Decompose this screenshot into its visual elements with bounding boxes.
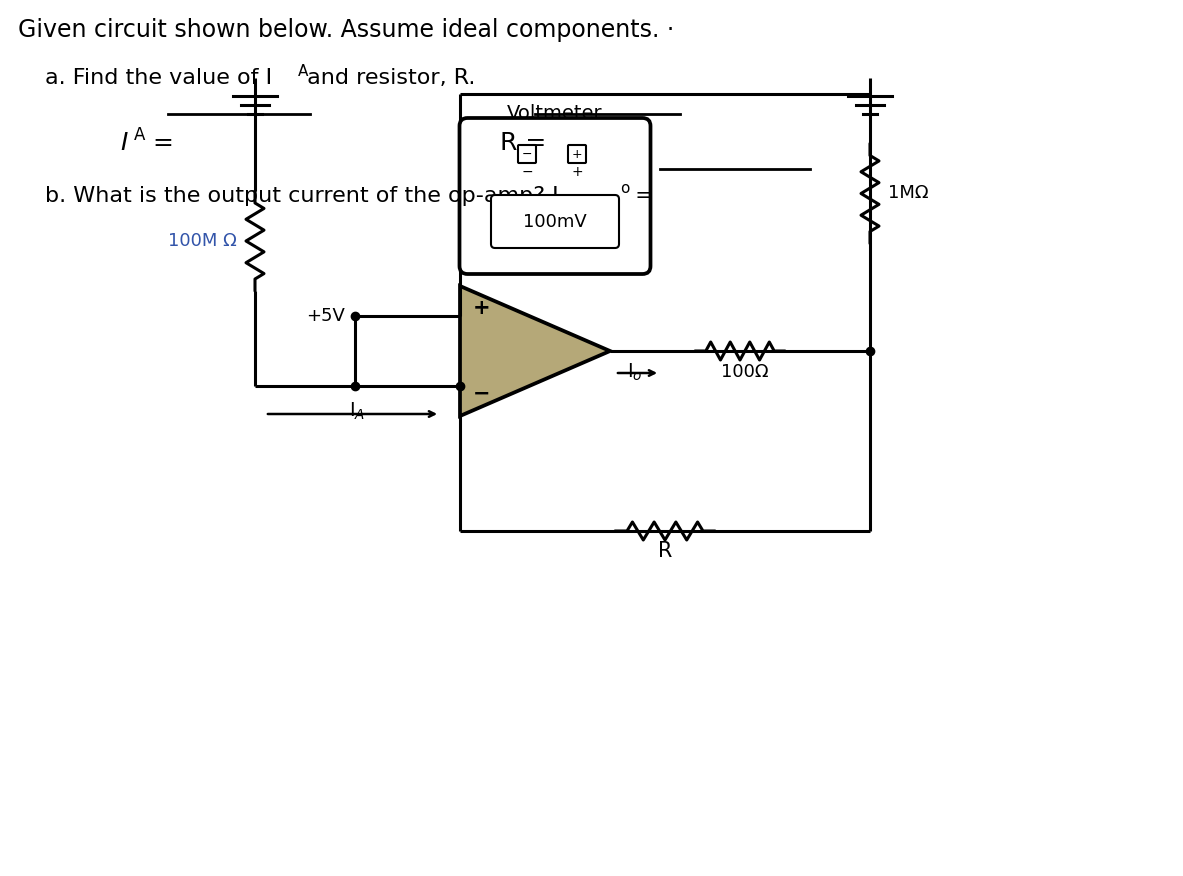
Text: Voltmeter: Voltmeter	[508, 104, 603, 123]
Text: b. What is the output current of the op-amp? I: b. What is the output current of the op-…	[45, 186, 558, 206]
Text: +5V: +5V	[306, 307, 345, 325]
Text: A: A	[298, 64, 309, 79]
Text: I$_o$: I$_o$	[627, 362, 642, 383]
Text: 100mV: 100mV	[523, 213, 587, 231]
Text: 1MΩ: 1MΩ	[888, 185, 929, 202]
Text: +: +	[473, 298, 491, 318]
Text: −: −	[522, 165, 532, 179]
Text: +: +	[571, 147, 582, 160]
Text: a. Find the value of I: a. Find the value of I	[45, 68, 272, 88]
Text: −: −	[522, 147, 532, 160]
Text: 100M Ω: 100M Ω	[168, 232, 237, 250]
Text: R =: R =	[500, 131, 547, 155]
Text: R: R	[658, 541, 672, 561]
Text: I$_A$: I$_A$	[349, 400, 366, 422]
FancyBboxPatch shape	[518, 145, 536, 163]
Text: +: +	[571, 165, 583, 179]
FancyBboxPatch shape	[568, 145, 586, 163]
Text: 100Ω: 100Ω	[722, 363, 769, 381]
Text: I: I	[119, 131, 128, 155]
Text: and resistor, R.: and resistor, R.	[300, 68, 476, 88]
Polygon shape	[460, 286, 610, 416]
Text: =: =	[146, 131, 174, 155]
FancyBboxPatch shape	[459, 118, 651, 274]
Text: −: −	[473, 384, 491, 404]
FancyBboxPatch shape	[491, 195, 619, 248]
Text: A: A	[134, 126, 146, 144]
Text: o: o	[620, 181, 629, 196]
Text: Given circuit shown below. Assume ideal components. ·: Given circuit shown below. Assume ideal …	[18, 18, 674, 42]
Text: =: =	[628, 186, 654, 206]
